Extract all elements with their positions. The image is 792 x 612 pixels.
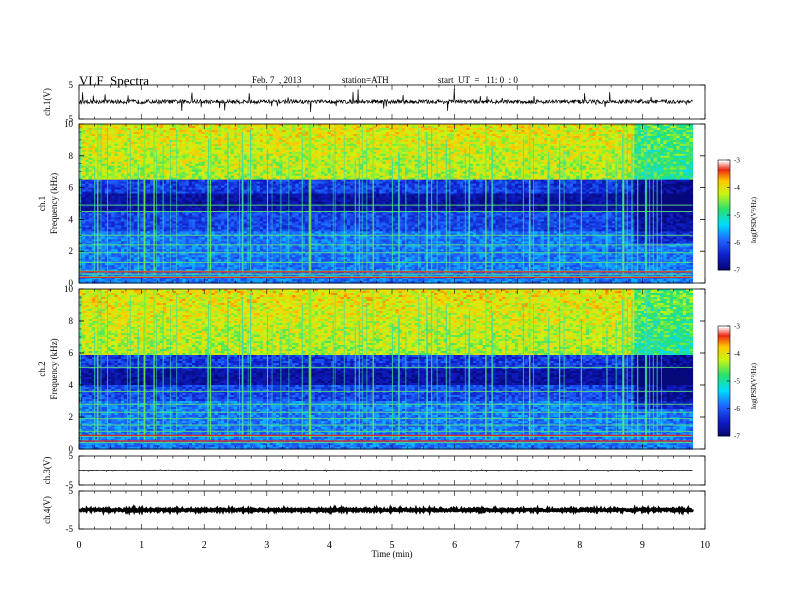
colorbar-tick-label: -5 xyxy=(734,212,740,220)
colorbar-tick-label: -7 xyxy=(734,433,740,441)
colorbar-tick-label: -7 xyxy=(734,267,740,275)
vlf-spectra-figure: 5-5ch.1(V)0246810ch.1 Frequency (kHz)-3-4… xyxy=(0,0,792,612)
x-tick-label: 4 xyxy=(327,540,332,551)
y-tick-label: -5 xyxy=(66,524,74,534)
y-tick-label: 4 xyxy=(69,214,74,224)
colorbar-tick-label: -4 xyxy=(734,184,740,192)
y-tick-label: 5 xyxy=(69,80,74,90)
y-axis-label: Frequency (kHz) xyxy=(49,338,59,399)
x-tick-label: 9 xyxy=(640,540,645,551)
channel-label: ch.4(V) xyxy=(42,496,52,524)
panel-1 xyxy=(79,89,693,112)
y-tick-label: 10 xyxy=(64,119,74,129)
x-tick-label: 3 xyxy=(264,540,269,551)
colorbar-tick-label: -3 xyxy=(734,323,740,331)
colorbar-tick-label: -6 xyxy=(734,239,740,247)
x-tick-label: 8 xyxy=(577,540,582,551)
x-tick-label: 0 xyxy=(77,540,82,551)
channel-label: ch.2 xyxy=(37,361,47,376)
panel-2 xyxy=(79,124,693,284)
panel-5 xyxy=(79,509,693,511)
colorbar-tick-label: -4 xyxy=(734,350,740,358)
channel-label: ch.1 xyxy=(37,196,47,211)
colorbar-tick-label: -6 xyxy=(734,405,740,413)
y-axis-label: Frequency (kHz) xyxy=(49,173,59,234)
y-tick-label: 6 xyxy=(69,348,74,358)
x-tick-label: 1 xyxy=(139,540,144,551)
y-tick-label: 2 xyxy=(69,412,74,422)
y-tick-label: 2 xyxy=(69,246,74,256)
y-tick-label: 6 xyxy=(69,183,74,193)
channel-label: ch.3(V) xyxy=(42,457,52,485)
y-tick-label: 8 xyxy=(69,151,74,161)
panel-4 xyxy=(79,470,693,472)
colorbar-label: log(PSD(V²/Hz) xyxy=(750,196,758,243)
x-axis-label: Time (min) xyxy=(372,549,413,559)
colorbar-label: log(PSD(V²/Hz) xyxy=(750,362,758,409)
y-tick-label: 8 xyxy=(69,316,74,326)
y-tick-label: 4 xyxy=(69,380,74,390)
x-tick-label: 7 xyxy=(515,540,520,551)
y-tick-label: 10 xyxy=(64,284,74,294)
waveform-trace xyxy=(79,509,693,511)
x-tick-label: 10 xyxy=(700,540,710,551)
colorbar-tick-label: -5 xyxy=(734,378,740,386)
y-tick-label: 5 xyxy=(69,451,74,461)
x-tick-label: 2 xyxy=(202,540,207,551)
x-tick-label: 6 xyxy=(452,540,457,551)
y-tick-label: 5 xyxy=(69,486,74,496)
panel-3 xyxy=(79,289,693,450)
colorbar-tick-label: -3 xyxy=(734,157,740,165)
waveform-trace xyxy=(79,89,693,112)
channel-label: ch.1(V) xyxy=(42,88,52,116)
waveform-trace xyxy=(79,470,693,472)
